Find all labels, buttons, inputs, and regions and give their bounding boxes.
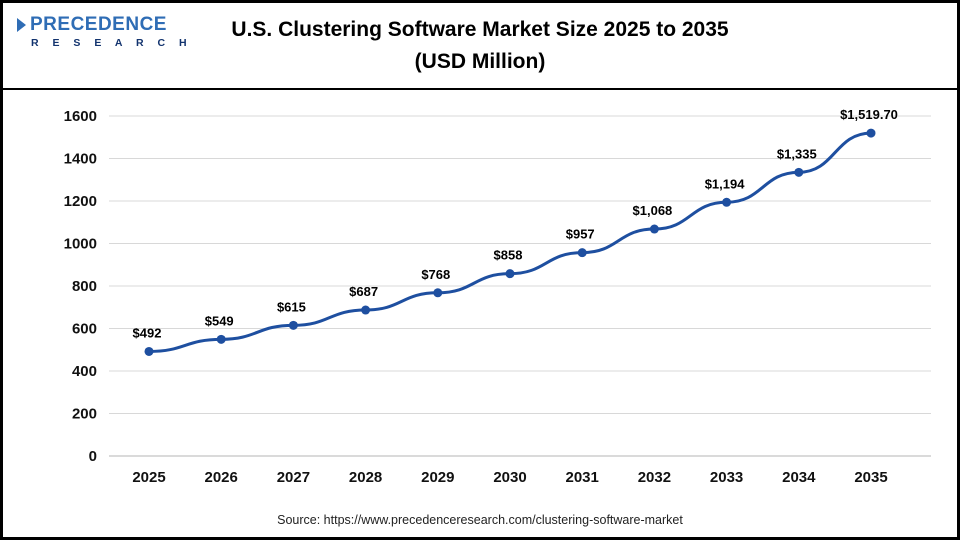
chart-title: U.S. Clustering Software Market Size 202…	[231, 14, 728, 77]
logo-name: PRECEDENCE	[30, 14, 167, 35]
svg-text:2033: 2033	[710, 469, 743, 486]
svg-text:1600: 1600	[64, 108, 97, 125]
header: PRECEDENCE R E S E A R C H U.S. Clusteri…	[3, 3, 957, 90]
svg-text:1200: 1200	[64, 193, 97, 210]
svg-text:$549: $549	[205, 313, 234, 328]
svg-text:400: 400	[72, 363, 97, 380]
svg-text:2029: 2029	[421, 469, 454, 486]
chart-area: 0 200 400 600 800 1000 1200 1400 1600 2025 2026 202…	[3, 90, 957, 509]
logo-mark-icon	[17, 17, 26, 32]
svg-text:2027: 2027	[277, 469, 310, 486]
svg-text:$615: $615	[277, 299, 306, 314]
svg-text:2032: 2032	[638, 469, 671, 486]
svg-text:200: 200	[72, 406, 97, 423]
svg-text:2034: 2034	[782, 469, 816, 486]
svg-text:2031: 2031	[566, 469, 599, 486]
svg-text:$957: $957	[566, 227, 595, 242]
svg-text:2025: 2025	[132, 469, 165, 486]
chart-title-line2: (USD Million)	[414, 49, 546, 73]
svg-text:800: 800	[72, 278, 97, 295]
svg-text:600: 600	[72, 321, 97, 338]
svg-text:$858: $858	[494, 248, 523, 263]
svg-text:1000: 1000	[64, 236, 97, 253]
svg-text:2028: 2028	[349, 469, 382, 486]
svg-text:$492: $492	[133, 325, 162, 340]
svg-text:$1,194: $1,194	[705, 176, 746, 191]
svg-text:$1,519.70: $1,519.70	[840, 107, 898, 122]
svg-text:2030: 2030	[493, 469, 526, 486]
line-chart: 0 200 400 600 800 1000 1200 1400 1600 2025 2026 202…	[64, 107, 931, 486]
svg-text:2026: 2026	[205, 469, 238, 486]
svg-text:2035: 2035	[854, 469, 887, 486]
svg-text:$1,335: $1,335	[777, 146, 817, 161]
chart-title-line1: U.S. Clustering Software Market Size 202…	[231, 18, 729, 41]
svg-text:$1,068: $1,068	[633, 203, 673, 218]
svg-text:$768: $768	[421, 267, 450, 282]
svg-text:$687: $687	[349, 284, 378, 299]
logo-top-row: PRECEDENCE	[17, 15, 192, 34]
logo-subtitle: R E S E A R C H	[31, 37, 193, 49]
svg-text:1400: 1400	[64, 151, 97, 168]
precedence-research-logo: PRECEDENCE R E S E A R C H	[17, 15, 192, 49]
source-note: Source: https://www.precedenceresearch.c…	[277, 513, 683, 527]
svg-text:0: 0	[89, 448, 97, 465]
